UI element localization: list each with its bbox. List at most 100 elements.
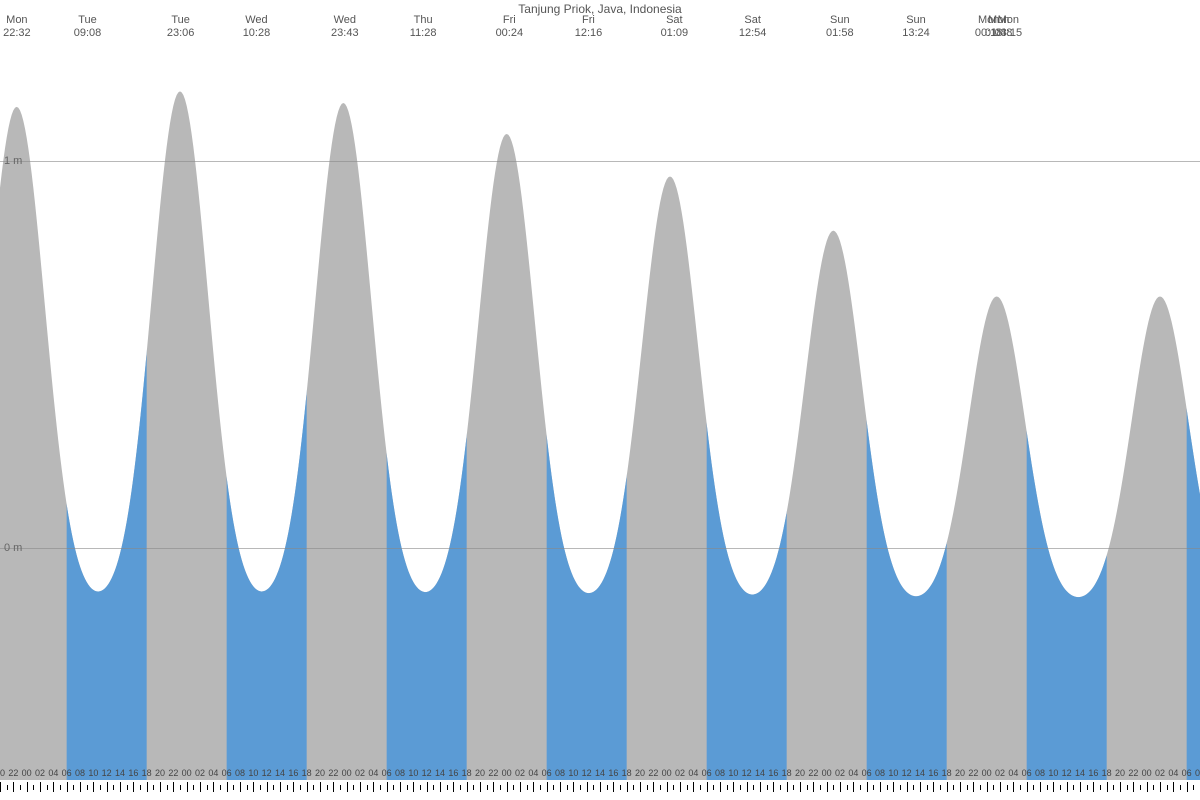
tick-minor [300, 785, 301, 790]
tick-minor [593, 785, 594, 790]
tick-minor [873, 785, 874, 790]
hour-label: 22 [968, 768, 978, 778]
tick-major [840, 782, 841, 792]
tick-minor [820, 785, 821, 790]
hour-label: 18 [462, 768, 472, 778]
hour-label: 22 [1128, 768, 1138, 778]
tick-minor [233, 785, 234, 790]
tick-minor [1087, 785, 1088, 790]
tick-major [80, 782, 81, 792]
tick-minor [527, 785, 528, 790]
hour-label: 14 [115, 768, 125, 778]
tick-major [1080, 782, 1081, 792]
tick-minor [767, 785, 768, 790]
tick-major [373, 782, 374, 792]
hour-label: 02 [35, 768, 45, 778]
gridline [0, 548, 1200, 549]
tick-minor [500, 785, 501, 790]
tick-major [213, 782, 214, 792]
tick-minor [660, 785, 661, 790]
tick-major [480, 782, 481, 792]
tick-minor [740, 785, 741, 790]
tick-minor [420, 785, 421, 790]
tick-major [893, 782, 894, 792]
tick-major [280, 782, 281, 792]
tick-minor [953, 785, 954, 790]
tick-major [1027, 782, 1028, 792]
tick-minor [7, 785, 8, 790]
tick-minor [967, 785, 968, 790]
tick-minor [607, 785, 608, 790]
tick-major [693, 782, 694, 792]
tick-minor [633, 785, 634, 790]
tick-major [880, 782, 881, 792]
tick-minor [647, 785, 648, 790]
hour-label: 18 [942, 768, 952, 778]
tick-major [1187, 782, 1188, 792]
hour-label: 12 [422, 768, 432, 778]
hour-label: 20 [795, 768, 805, 778]
tick-major [227, 782, 228, 792]
tick-major [667, 782, 668, 792]
tide-event-label: Tue23:06 [167, 14, 195, 40]
tick-major [173, 782, 174, 792]
tick-major [240, 782, 241, 792]
hour-label: 14 [275, 768, 285, 778]
tick-minor [140, 785, 141, 790]
tick-major [0, 782, 1, 792]
hour-label: 04 [208, 768, 218, 778]
tick-minor [447, 785, 448, 790]
tick-major [400, 782, 401, 792]
tick-major [133, 782, 134, 792]
tick-minor [687, 785, 688, 790]
hour-label: 02 [835, 768, 845, 778]
y-axis-label: 0 m [4, 542, 22, 554]
tick-minor [460, 785, 461, 790]
hour-label: 18 [782, 768, 792, 778]
tick-minor [207, 785, 208, 790]
tick-major [27, 782, 28, 792]
tick-minor [327, 785, 328, 790]
tick-major [533, 782, 534, 792]
hour-label: 18 [1102, 768, 1112, 778]
hour-label: 20 [635, 768, 645, 778]
tick-major [747, 782, 748, 792]
hour-label: 12 [582, 768, 592, 778]
hour-label: 04 [1168, 768, 1178, 778]
tick-minor [287, 785, 288, 790]
tick-major [827, 782, 828, 792]
tick-minor [900, 785, 901, 790]
hour-label: 14 [755, 768, 765, 778]
tick-minor [487, 785, 488, 790]
hour-label: 04 [688, 768, 698, 778]
hour-label: 04 [368, 768, 378, 778]
tick-minor [180, 785, 181, 790]
tick-major [147, 782, 148, 792]
hour-label: 04 [848, 768, 858, 778]
hour-label: 00 [822, 768, 832, 778]
tick-minor [20, 785, 21, 790]
hour-label: 10 [248, 768, 258, 778]
hour-label: 02 [515, 768, 525, 778]
tick-major [1173, 782, 1174, 792]
tick-major [120, 782, 121, 792]
tick-major [440, 782, 441, 792]
hour-label: 22 [488, 768, 498, 778]
hour-label: 02 [195, 768, 205, 778]
tick-major [67, 782, 68, 792]
hour-label: 20 [155, 768, 165, 778]
tick-minor [1113, 785, 1114, 790]
tick-minor [620, 785, 621, 790]
tide-event-label: Sat01:09 [661, 14, 689, 40]
hour-label: 02 [675, 768, 685, 778]
tick-major [13, 782, 14, 792]
tick-minor [1140, 785, 1141, 790]
tick-major [960, 782, 961, 792]
tide-event-label: Sat12:54 [739, 14, 767, 40]
tick-minor [273, 785, 274, 790]
hour-label: 12 [102, 768, 112, 778]
tick-minor [887, 785, 888, 790]
hour-label: 06 [702, 768, 712, 778]
tide-event-label: Mon22:32 [3, 14, 31, 40]
tick-major [813, 782, 814, 792]
